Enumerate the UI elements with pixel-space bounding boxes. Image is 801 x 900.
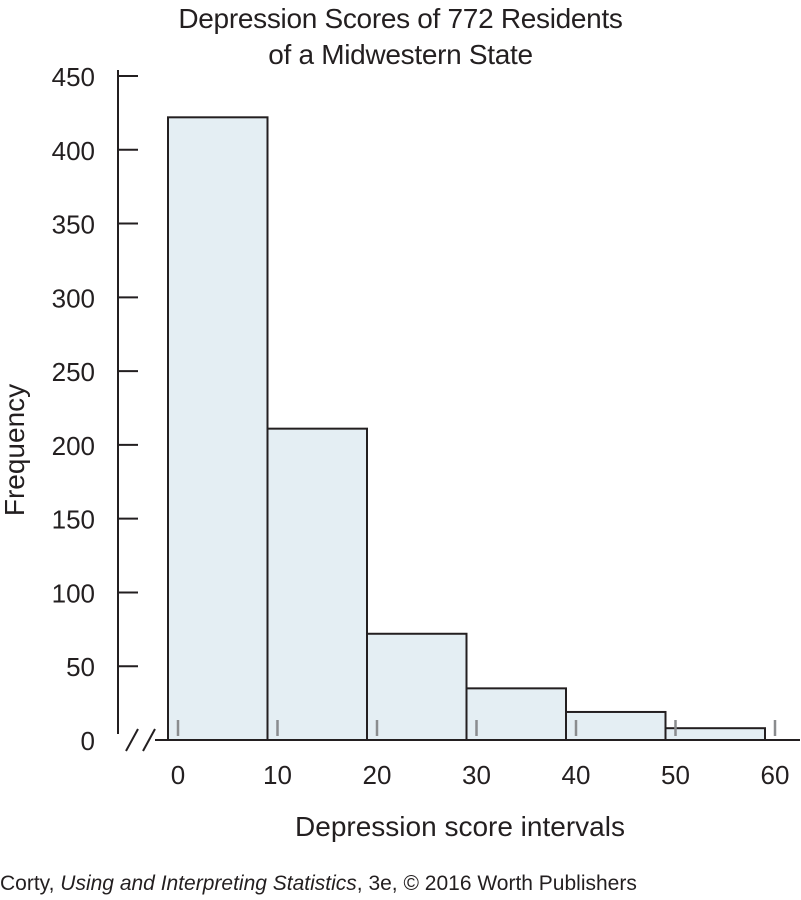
x-tick-label: 20 xyxy=(363,760,392,790)
histogram-bar xyxy=(167,116,269,741)
y-tick-label: 50 xyxy=(66,652,95,682)
histogram-bar xyxy=(366,632,468,742)
y-axis: 0 50 100 150 200 250 300 350 400 450 xyxy=(52,62,138,756)
histogram-plot: 0 50 100 150 200 250 300 350 400 450 0 10 20 30 40 50 6… xyxy=(0,62,800,842)
y-tick-label: 400 xyxy=(52,136,95,166)
y-axis-label: Frequency xyxy=(0,384,30,516)
y-tick-label: 250 xyxy=(52,357,95,387)
y-tick-label: 150 xyxy=(52,505,95,535)
x-tick-label: 30 xyxy=(462,760,491,790)
x-tick-label: 50 xyxy=(661,760,690,790)
y-tick-label: 350 xyxy=(52,210,95,240)
y-tick-label: 450 xyxy=(52,62,95,92)
credit-publisher: , 3e, © 2016 Worth Publishers xyxy=(356,872,637,895)
x-axis: 0 10 20 30 40 50 60 xyxy=(125,720,800,790)
histogram-bar xyxy=(565,710,667,741)
axis-break-slash xyxy=(125,728,139,752)
x-tick-label: 40 xyxy=(562,760,591,790)
y-tick-label: 200 xyxy=(52,431,95,461)
chart-title-line-1: Depression Scores of 772 Residents xyxy=(178,3,623,34)
figure-credit: Corty, Using and Interpreting Statistics… xyxy=(0,872,637,896)
chart-title-line-2: of a Midwestern State xyxy=(268,39,533,70)
y-tick-label: 0 xyxy=(81,726,95,756)
axis-break-slash xyxy=(142,728,156,752)
x-axis-label: Depression score intervals xyxy=(295,811,625,842)
credit-book-title: Using and Interpreting Statistics xyxy=(60,872,357,895)
histogram-bar xyxy=(465,687,567,741)
x-tick-label: 0 xyxy=(171,760,185,790)
y-tick-label: 100 xyxy=(52,578,95,608)
x-tick-label: 10 xyxy=(263,760,292,790)
bars xyxy=(167,116,766,742)
y-tick-label: 300 xyxy=(52,283,95,313)
histogram-bar xyxy=(664,727,766,742)
credit-author: Corty, xyxy=(0,872,61,895)
histogram-bar xyxy=(266,427,368,741)
x-tick-label: 60 xyxy=(761,760,790,790)
